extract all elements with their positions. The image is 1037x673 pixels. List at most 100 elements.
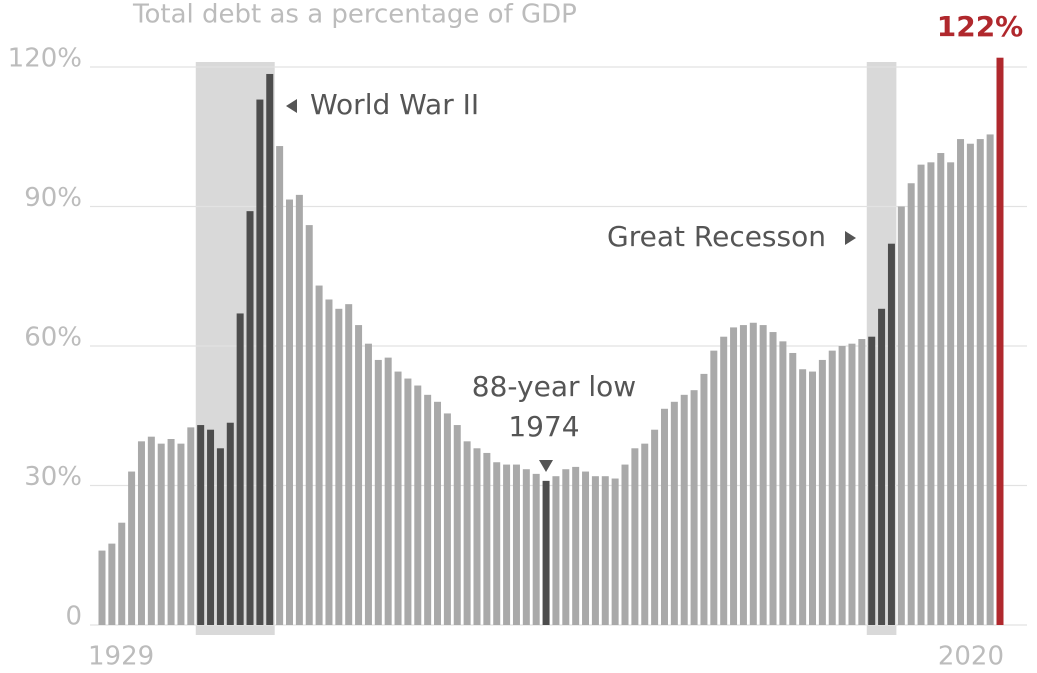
bar	[177, 443, 185, 625]
bar	[848, 343, 856, 625]
bar	[700, 373, 708, 625]
bar	[887, 243, 895, 625]
bar	[611, 478, 619, 625]
bar	[226, 422, 234, 625]
bar	[838, 346, 846, 625]
bar	[897, 206, 905, 625]
bar	[720, 336, 728, 625]
bar	[108, 543, 116, 625]
annotation: Great Recesson	[607, 220, 826, 253]
bars-layer: 1929 2020 122%	[88, 10, 1023, 672]
bar	[591, 476, 599, 625]
bar	[552, 476, 560, 625]
bar	[473, 448, 481, 625]
bar	[522, 469, 530, 625]
bar	[710, 350, 718, 625]
bar	[927, 162, 935, 625]
y-tick-label: 60%	[24, 323, 82, 353]
bar	[325, 299, 333, 625]
bar	[305, 225, 313, 625]
bar	[641, 443, 649, 625]
bar	[660, 408, 668, 625]
bar	[137, 441, 145, 625]
bar	[512, 464, 520, 625]
bar	[197, 425, 205, 625]
bar	[532, 473, 540, 625]
y-tick-label: 90%	[24, 183, 82, 213]
bar	[759, 325, 767, 625]
bar	[562, 469, 570, 625]
bar	[966, 143, 974, 625]
y-tick-label: 120%	[8, 44, 82, 74]
chart-title: Total debt as a percentage of GDP	[132, 0, 577, 30]
bar	[118, 522, 126, 625]
arrow	[539, 460, 553, 472]
bar	[335, 308, 343, 625]
bar	[167, 439, 175, 625]
bar	[542, 480, 550, 625]
bar	[769, 332, 777, 625]
bar	[572, 466, 580, 625]
x-tick-label: 1929	[88, 642, 154, 672]
bar	[828, 350, 836, 625]
bar	[799, 369, 807, 625]
bar	[285, 199, 293, 625]
bar	[878, 308, 886, 625]
annotation: 1974	[508, 410, 579, 443]
bar	[453, 425, 461, 625]
bar	[907, 183, 915, 625]
bar	[483, 452, 491, 625]
annotation: 88-year low	[472, 370, 636, 403]
bar	[216, 448, 224, 625]
annotation: World War II	[310, 88, 479, 121]
bar	[631, 448, 639, 625]
bar	[364, 343, 372, 625]
bar	[384, 357, 392, 625]
bar	[443, 413, 451, 625]
bar	[680, 394, 688, 625]
bar	[463, 441, 471, 625]
bar	[404, 378, 412, 625]
bar	[976, 139, 984, 625]
bar	[582, 471, 590, 625]
bar	[917, 164, 925, 625]
bar	[187, 427, 195, 625]
bar	[789, 352, 797, 625]
bar	[374, 359, 382, 625]
bar	[256, 99, 264, 626]
bar	[779, 341, 787, 625]
bar	[157, 443, 165, 625]
bar	[996, 57, 1004, 625]
bar	[147, 436, 155, 625]
bar	[868, 336, 876, 625]
bar	[345, 304, 353, 625]
bar	[858, 339, 866, 625]
bar	[690, 390, 698, 625]
bar	[295, 194, 303, 625]
bar	[128, 471, 136, 625]
y-tick-label: 30%	[24, 462, 82, 492]
x-tick-label: 2020	[938, 642, 1004, 672]
bar	[355, 325, 363, 625]
bar	[670, 401, 678, 625]
bar	[986, 134, 994, 626]
bar	[749, 322, 757, 625]
arrow	[286, 99, 297, 113]
bar	[957, 139, 965, 625]
bar	[394, 371, 402, 625]
y-tick-label: 0	[65, 602, 82, 632]
bar	[818, 359, 826, 625]
bar	[937, 153, 945, 625]
bar	[266, 73, 274, 626]
bar	[236, 313, 244, 625]
bar	[424, 394, 432, 625]
bar	[207, 429, 215, 625]
bar	[621, 464, 629, 625]
arrow	[845, 231, 856, 245]
bar	[739, 325, 747, 625]
bar	[246, 211, 254, 625]
bar	[414, 385, 422, 625]
bar	[947, 162, 955, 625]
bar	[493, 462, 501, 625]
